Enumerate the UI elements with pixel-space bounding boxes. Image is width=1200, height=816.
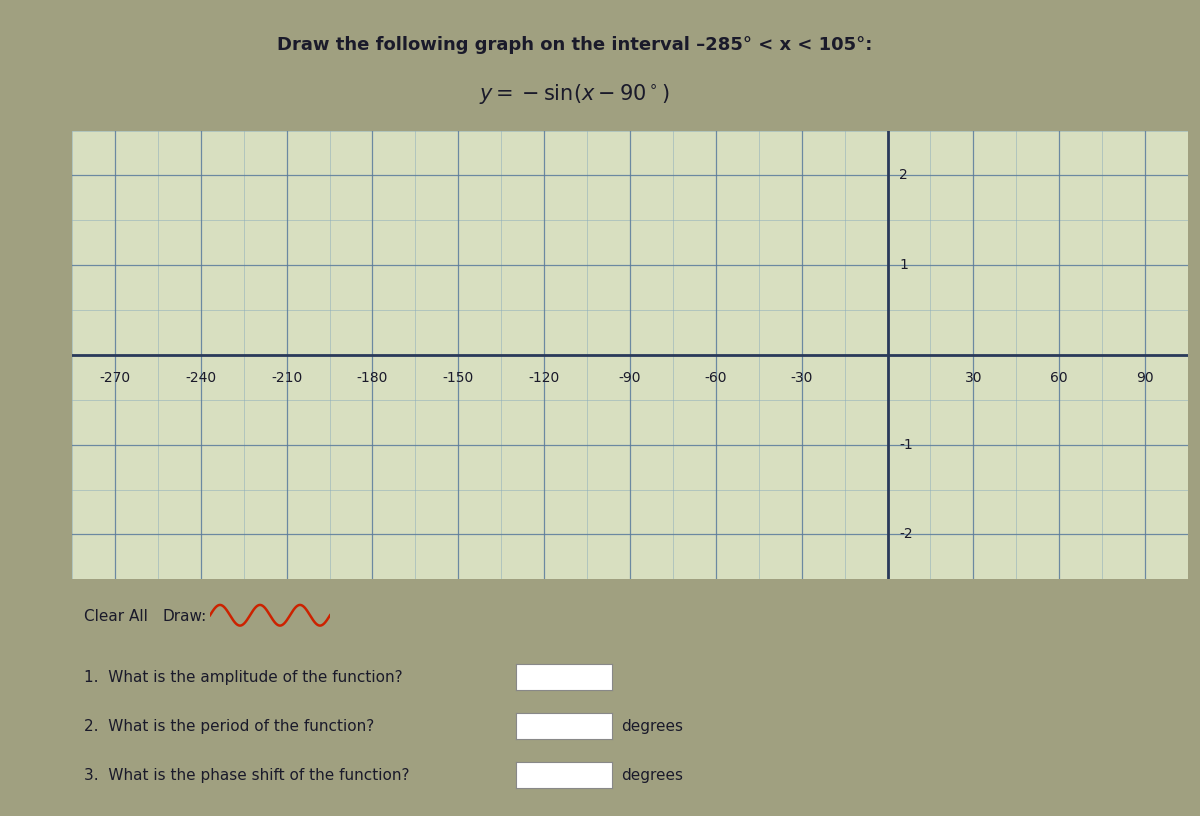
Text: 1.  What is the amplitude of the function?: 1. What is the amplitude of the function… xyxy=(84,670,403,685)
Text: 3.  What is the phase shift of the function?: 3. What is the phase shift of the functi… xyxy=(84,768,409,783)
Text: $y = -\sin(x - 90^\circ)$: $y = -\sin(x - 90^\circ)$ xyxy=(479,82,670,106)
Text: Clear All: Clear All xyxy=(84,609,148,623)
Text: Draw the following graph on the interval –285° < x < 105°:: Draw the following graph on the interval… xyxy=(276,36,872,54)
Text: 30: 30 xyxy=(965,371,982,385)
Text: -270: -270 xyxy=(100,371,131,385)
Text: -210: -210 xyxy=(271,371,302,385)
Text: -150: -150 xyxy=(443,371,474,385)
Text: degrees: degrees xyxy=(622,768,684,783)
Text: -1: -1 xyxy=(899,437,913,452)
Text: -120: -120 xyxy=(528,371,559,385)
Text: 2: 2 xyxy=(899,168,907,183)
Text: 60: 60 xyxy=(1050,371,1068,385)
Text: Draw:: Draw: xyxy=(162,609,206,623)
Text: degrees: degrees xyxy=(622,719,684,734)
Text: -240: -240 xyxy=(185,371,216,385)
Text: -90: -90 xyxy=(619,371,641,385)
Text: 1: 1 xyxy=(899,258,908,273)
Text: 90: 90 xyxy=(1136,371,1154,385)
Text: -180: -180 xyxy=(356,371,388,385)
Text: -60: -60 xyxy=(704,371,727,385)
Text: 2.  What is the period of the function?: 2. What is the period of the function? xyxy=(84,719,374,734)
Text: -2: -2 xyxy=(899,527,913,542)
Text: -30: -30 xyxy=(791,371,812,385)
